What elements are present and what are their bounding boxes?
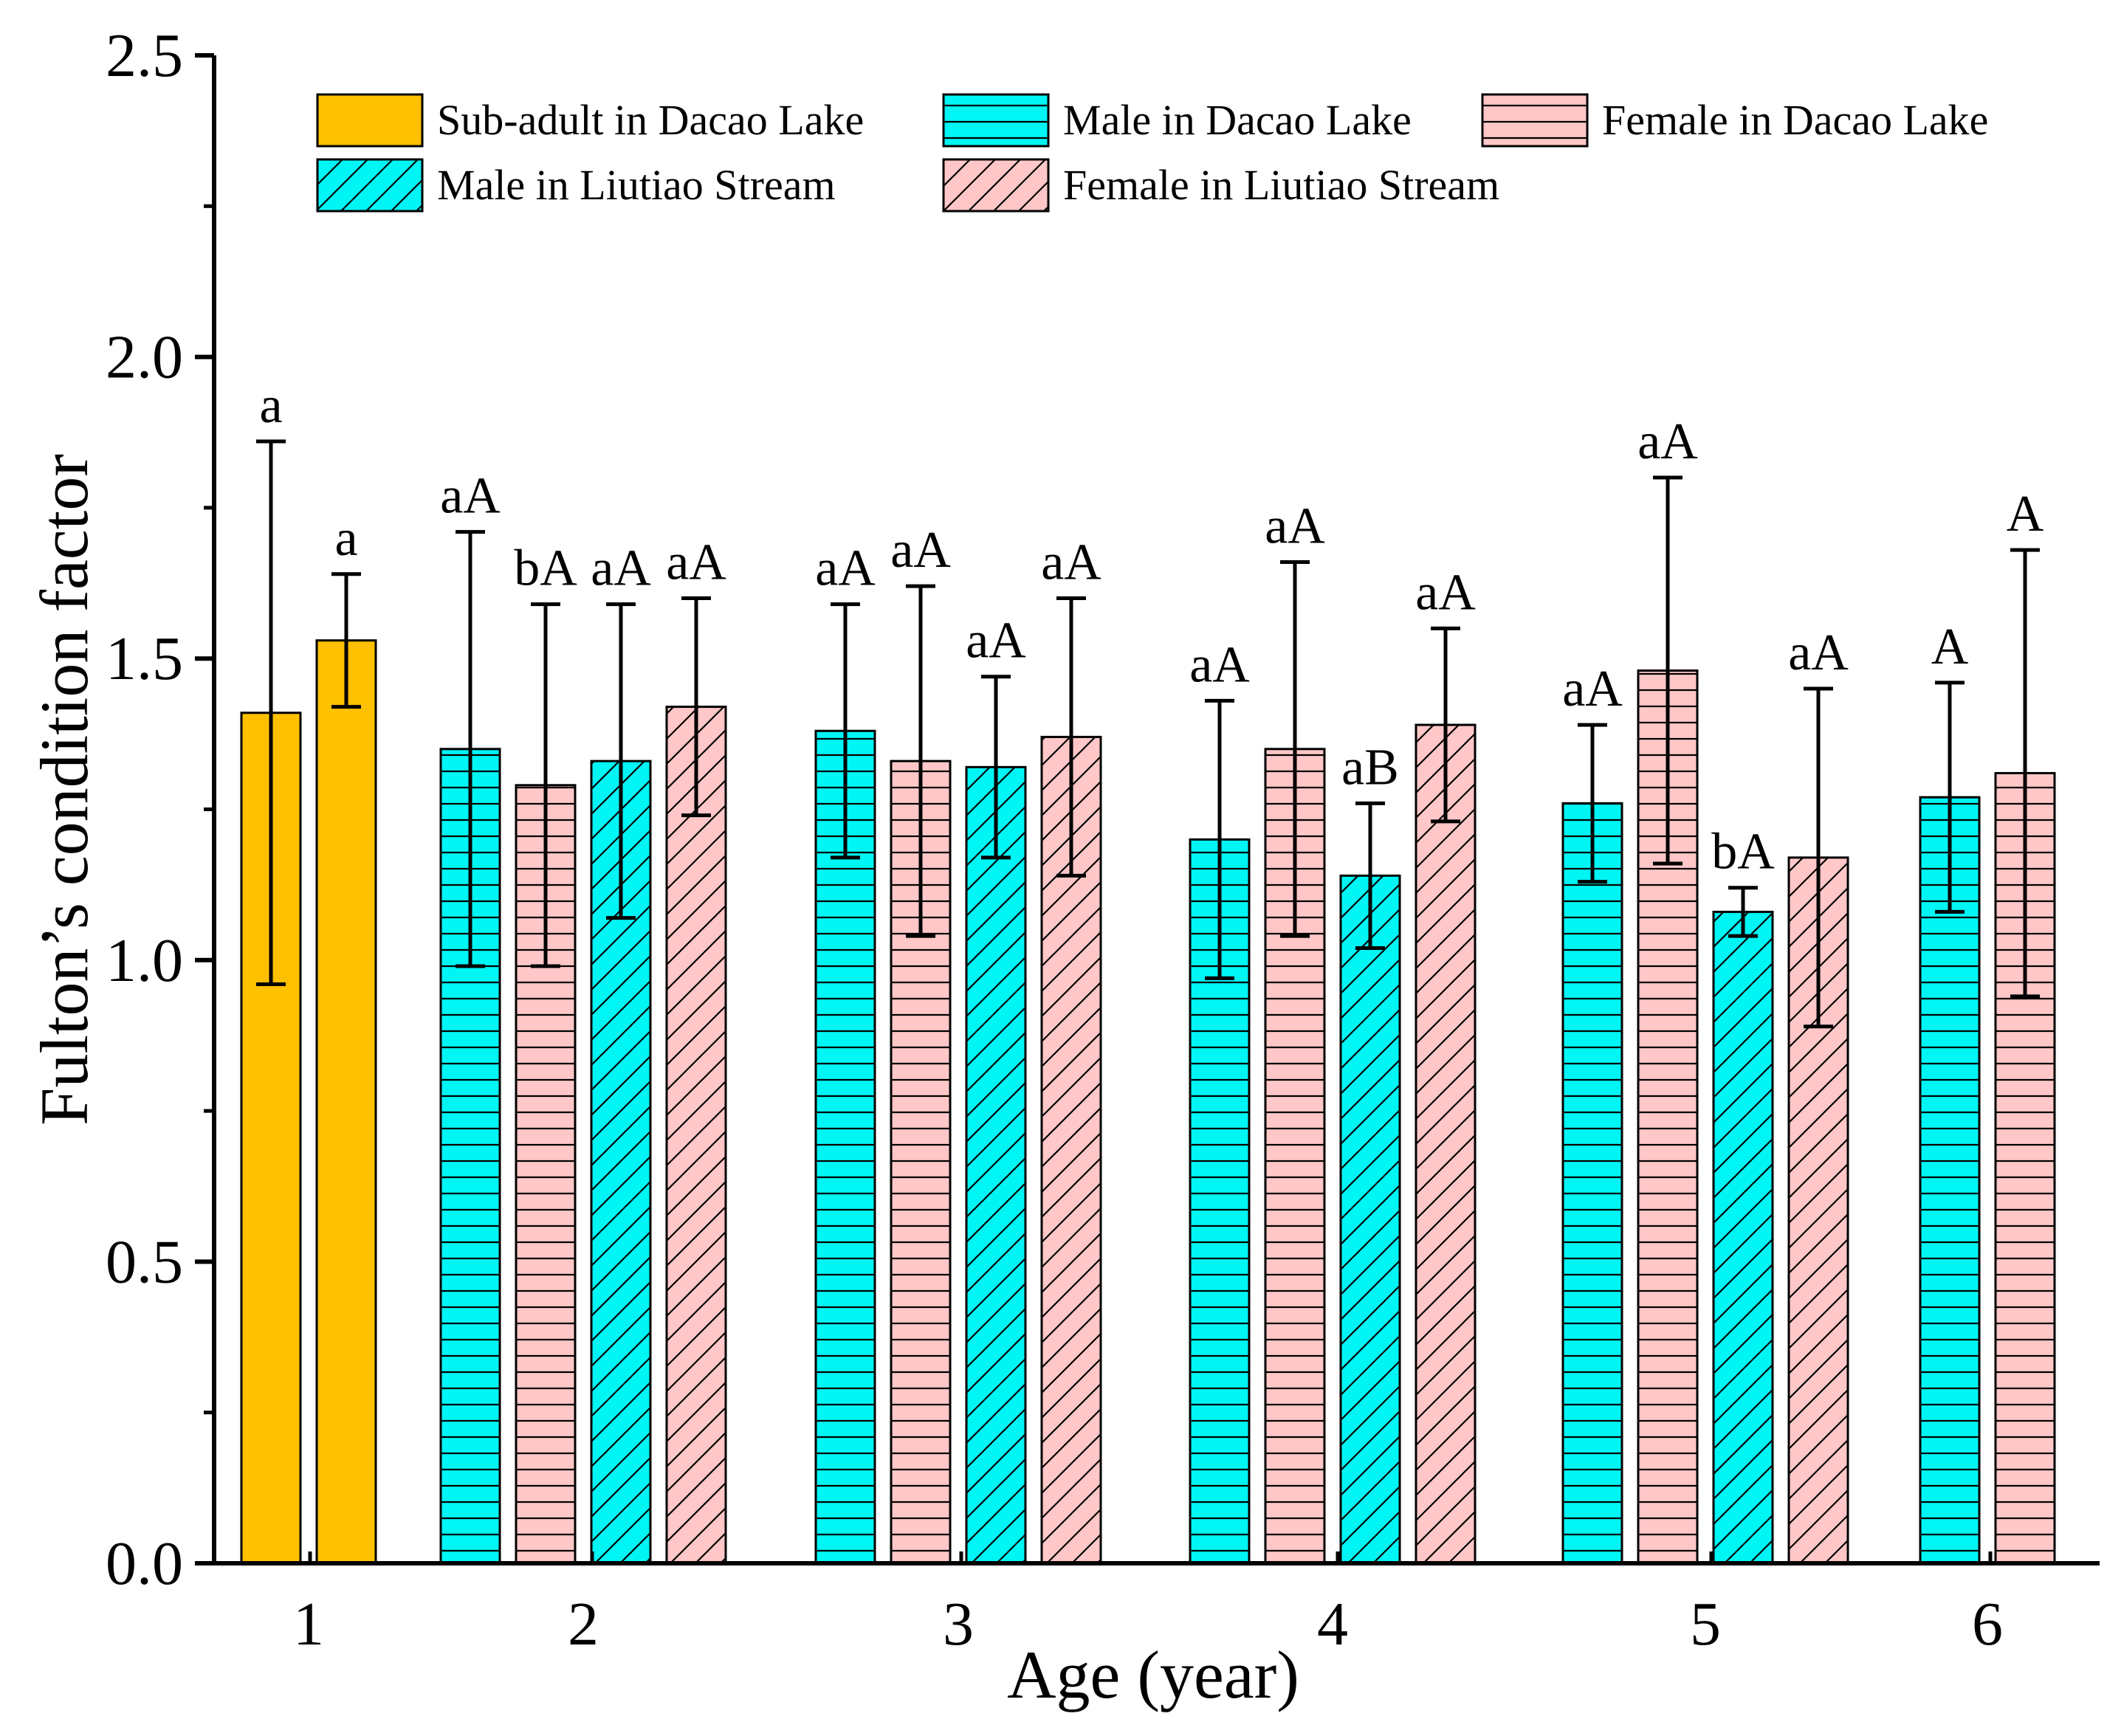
x-axis-title: Age (year) bbox=[1007, 1637, 1299, 1712]
significance-label-age-2-fls-3: aA bbox=[666, 534, 726, 590]
legend-swatch-outline-sub bbox=[316, 93, 424, 148]
legend-swatch-hatch-fls bbox=[943, 159, 1048, 211]
significance-label-age-3-mls-2: aA bbox=[966, 613, 1026, 669]
x-tick-label-3: 3 bbox=[943, 1590, 974, 1658]
legend: Sub-adult in Dacao Lake Male in Dacao Lak… bbox=[316, 93, 1988, 213]
bar-hatch-age-5-mdl-0 bbox=[1563, 803, 1622, 1563]
significance-label-age-2-fdl-1: bA bbox=[514, 540, 577, 597]
x-tick-label-2: 2 bbox=[568, 1590, 599, 1658]
bar-hatch-age-3-mls-2 bbox=[966, 767, 1025, 1563]
bar-hatch-age-5-mls-2 bbox=[1714, 912, 1773, 1563]
y-tick-label-5: 2.5 bbox=[106, 21, 183, 90]
significance-label-age-3-fls-3: aA bbox=[1041, 534, 1101, 590]
significance-label-age-5-fls-3: aA bbox=[1788, 624, 1849, 681]
legend-label-mdl: Male in Dacao Lake bbox=[1063, 96, 1412, 144]
significance-label-age-4-mls-2: aB bbox=[1341, 739, 1399, 796]
legend-swatch-outline-mdl bbox=[942, 93, 1050, 148]
legend-swatch-hatch-fdl bbox=[1482, 94, 1587, 146]
x-tick-label-6: 6 bbox=[1972, 1590, 2003, 1658]
legend-label-mls: Male in Liutiao Stream bbox=[437, 161, 836, 209]
significance-label-age-5-mdl-0: aA bbox=[1562, 661, 1623, 717]
y-tick-label-4: 2.0 bbox=[106, 323, 183, 392]
significance-label-age-2-mls-2: aA bbox=[591, 540, 651, 597]
significance-label-age-4-fdl-1: aA bbox=[1265, 497, 1325, 554]
x-tick-label-1: 1 bbox=[293, 1590, 324, 1658]
y-axis-title: Fulton’s condition factor bbox=[27, 454, 102, 1126]
bar-age-1-sub-1 bbox=[317, 640, 376, 1563]
bar-hatch-age-3-mdl-0 bbox=[816, 731, 875, 1564]
significance-label-age-6-fdl-1: A bbox=[2007, 486, 2044, 542]
significance-label-age-3-fdl-1: aA bbox=[890, 522, 951, 579]
legend-swatch-hatch-mdl bbox=[943, 94, 1048, 146]
legend-swatch-hatch-mls bbox=[317, 159, 422, 211]
bar-hatch-age-4-mls-2 bbox=[1341, 875, 1400, 1563]
legend-swatch-sub bbox=[317, 94, 422, 146]
y-tick-label-0: 0.0 bbox=[106, 1529, 183, 1598]
significance-label-age-5-mls-2: bA bbox=[1711, 824, 1775, 881]
legend-swatch-outline-fls bbox=[942, 158, 1050, 213]
significance-label-age-4-fls-3: aA bbox=[1415, 564, 1476, 621]
y-tick-label-1: 0.5 bbox=[106, 1227, 183, 1296]
axes-group: 0.0 0.5 1.0 1.5 2.0 2.5 1 2 3 4 5 6 bbox=[106, 21, 2100, 1658]
significance-label-age-1-sub-1: a bbox=[334, 510, 357, 567]
legend-label-fls: Female in Liutiao Stream bbox=[1063, 161, 1499, 209]
bar-hatch-age-4-fls-3 bbox=[1416, 725, 1475, 1563]
y-tick-label-3: 1.5 bbox=[106, 624, 183, 693]
bar-hatch-age-6-mdl-0 bbox=[1920, 797, 1979, 1563]
bar-hatch-age-2-fls-3 bbox=[667, 706, 726, 1564]
significance-label-age-3-mdl-0: aA bbox=[815, 540, 876, 597]
legend-swatch-outline-mls bbox=[316, 158, 424, 213]
legend-swatch-outline-fdl bbox=[1481, 93, 1589, 148]
x-tick-label-5: 5 bbox=[1690, 1590, 1721, 1658]
significance-label-age-6-mdl-0: A bbox=[1931, 619, 1969, 675]
significance-label-age-4-mdl-0: aA bbox=[1189, 636, 1250, 693]
significance-label-age-5-fdl-1: aA bbox=[1637, 413, 1698, 470]
y-tick-label-2: 1.0 bbox=[106, 926, 183, 995]
legend-label-sub: Sub-adult in Dacao Lake bbox=[437, 96, 864, 144]
significance-label-age-1-sub-0: a bbox=[259, 377, 282, 434]
x-tick-label-4: 4 bbox=[1317, 1590, 1348, 1658]
legend-label-fdl: Female in Dacao Lake bbox=[1602, 96, 1988, 144]
significance-label-age-2-mdl-0: aA bbox=[440, 468, 501, 525]
